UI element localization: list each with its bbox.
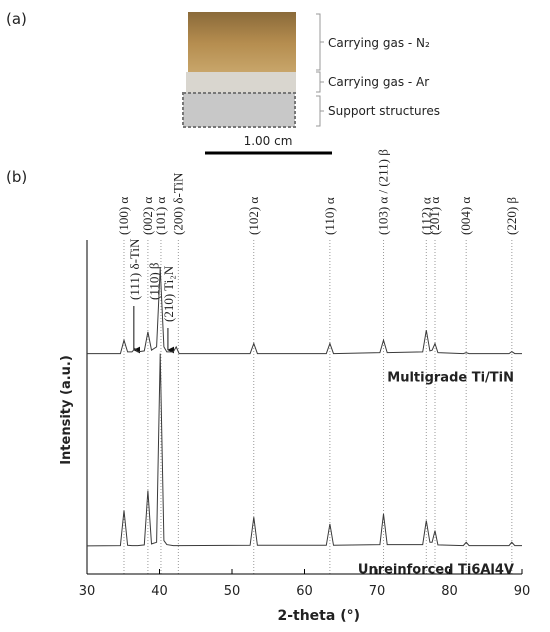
x-tick-label: 90: [514, 584, 531, 599]
x-tick-label: 30: [79, 584, 96, 599]
scale-label: 1.00 cm: [244, 134, 293, 148]
peak-label: (220) β: [504, 197, 519, 235]
layer-label: Carrying gas - Ar: [328, 75, 429, 89]
peak-label: (101) α: [153, 197, 168, 235]
series-label: Multigrade Ti/TiN: [387, 371, 514, 386]
peak-label: (201) α: [427, 197, 442, 235]
peak-label: (110) β: [146, 262, 161, 300]
peak-label: (102) α: [246, 197, 261, 235]
x-tick-label: 40: [151, 584, 168, 599]
peak-label: (112) α: [418, 197, 433, 235]
x-tick-label: 60: [296, 584, 313, 599]
peak-label: (103) α / (211) β: [376, 149, 391, 235]
peak-label: (004) α: [458, 197, 473, 235]
peak-label: (110) α: [322, 197, 337, 235]
spectrum: [87, 268, 522, 355]
y-axis-label: Intensity (a.u.): [59, 355, 74, 465]
panel-label: (a): [6, 10, 27, 28]
spectrum: [86, 353, 522, 547]
peak-label: (210) Ti₂N: [161, 265, 176, 322]
x-tick-label: 80: [441, 584, 458, 599]
peak-label: (100) α: [116, 197, 131, 235]
peak-label: (200) δ-TiN: [170, 172, 185, 235]
layer-label: Carrying gas - N₂: [328, 36, 430, 50]
sample-photo: [182, 12, 296, 128]
layer-label: Support structures: [328, 104, 440, 118]
x-tick-label: 70: [369, 584, 386, 599]
series-label: Unreinforced Ti6Al4V: [358, 563, 514, 578]
x-tick-label: 50: [224, 584, 241, 599]
x-axis-label: 2-theta (°): [277, 608, 360, 624]
peak-label: (111) δ-TiN: [127, 238, 142, 300]
brackets: [316, 13, 324, 127]
peak-label: (002) α: [140, 197, 155, 235]
panel-label: (b): [6, 168, 27, 186]
